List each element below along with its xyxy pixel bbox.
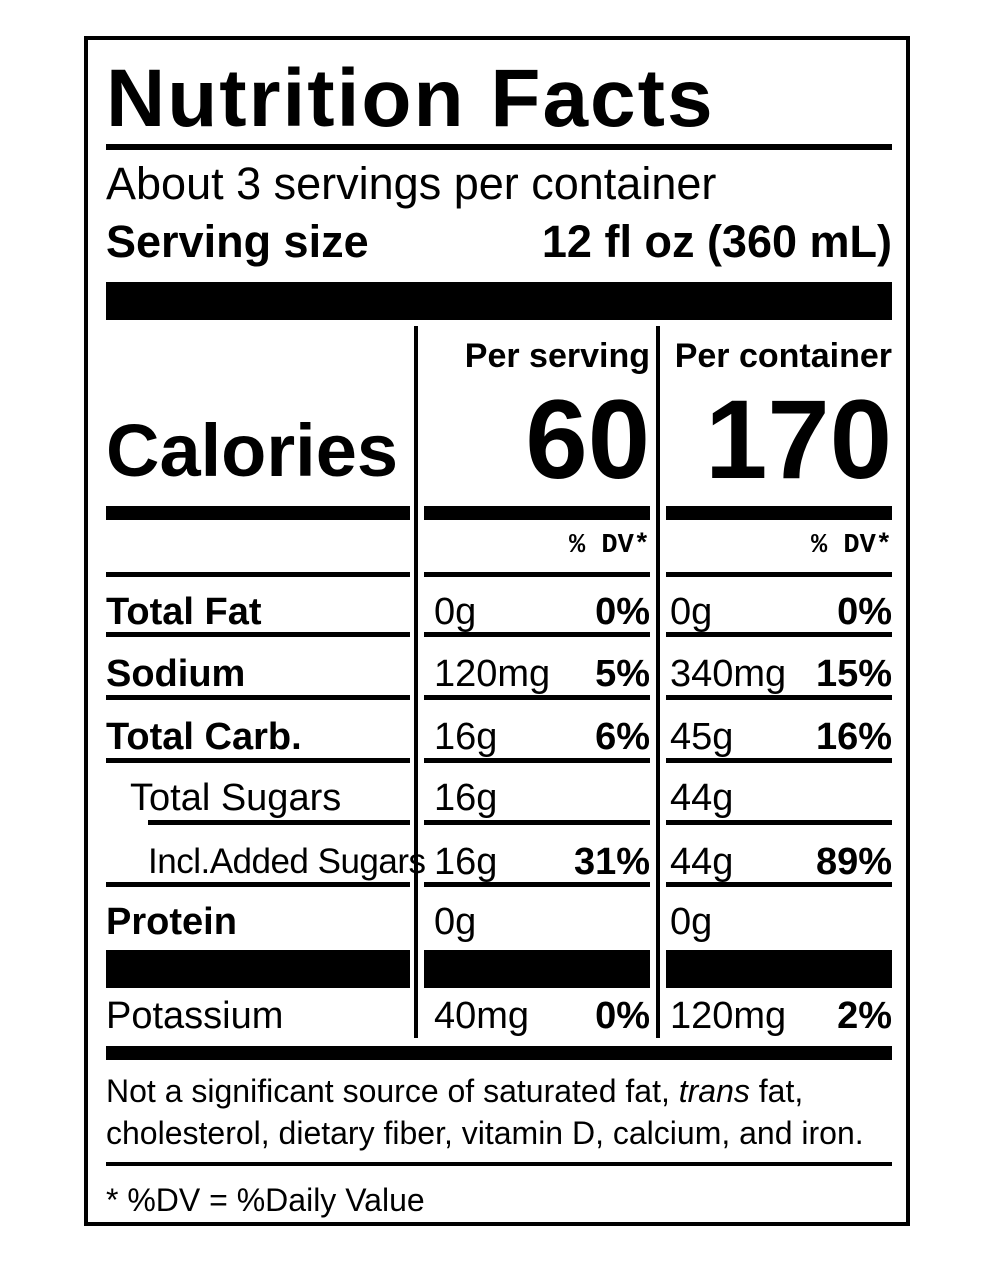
dv-header-serving: % DV* <box>568 531 650 561</box>
thick-divider-vitamins <box>424 950 650 988</box>
total-carb-serving-amount: 16g <box>434 716 498 758</box>
row-divider <box>666 572 892 577</box>
column-divider-2 <box>656 326 660 1038</box>
added-sugars-container-dv: 89% <box>815 841 892 883</box>
protein-serving-amount: 0g <box>434 901 477 943</box>
dv-header-container: % DV* <box>810 531 892 561</box>
potassium-serving-dv: 0% <box>595 995 650 1037</box>
sodium-container-dv: 15% <box>815 653 892 695</box>
row-divider <box>106 882 410 887</box>
total-carb-container-dv: 16% <box>815 716 892 758</box>
sodium-serving-dv: 5% <box>595 653 650 695</box>
row-divider <box>666 882 892 887</box>
row-divider <box>106 572 410 577</box>
row-divider <box>666 820 892 825</box>
nutrition-facts-panel <box>84 36 910 1226</box>
calories-label: Calories <box>106 409 399 492</box>
calories-divider <box>424 506 650 520</box>
protein-container-amount: 0g <box>670 901 713 943</box>
calories-divider <box>666 506 892 520</box>
row-divider <box>106 758 410 763</box>
added-sugars-serving-amount: 16g <box>434 841 498 883</box>
nutrient-label-protein: Protein <box>106 901 237 943</box>
row-divider <box>424 572 650 577</box>
calories-per-serving: 60 <box>525 377 650 502</box>
total-fat-container-dv: 0% <box>837 591 892 633</box>
calories-per-container: 170 <box>705 377 892 502</box>
per-container-header: Per container <box>674 337 892 375</box>
thick-divider-vitamins <box>106 950 410 988</box>
footnote-text-1: Not a significant source of saturated fa… <box>106 1073 679 1109</box>
row-divider <box>106 632 410 637</box>
row-divider <box>424 632 650 637</box>
row-divider <box>424 695 650 700</box>
nutrient-label-total-carb: Total Carb. <box>106 716 302 758</box>
footnote-text-2: fat, cholesterol, dietary fiber, vitamin… <box>106 1073 864 1151</box>
thick-divider-top <box>106 282 892 320</box>
row-divider <box>148 820 410 825</box>
nutrient-label-total-sugars: Total Sugars <box>130 777 342 819</box>
potassium-container-amount: 120mg <box>670 995 787 1037</box>
footnote-trans: trans <box>678 1073 750 1109</box>
total-carb-serving-dv: 6% <box>595 716 650 758</box>
thick-divider-vitamins <box>666 950 892 988</box>
total-fat-serving-amount: 0g <box>434 591 477 633</box>
serving-size-value: 12 fl oz (360 mL) <box>541 216 892 267</box>
nutrient-label-potassium: Potassium <box>106 995 284 1037</box>
potassium-serving-amount: 40mg <box>434 995 530 1037</box>
row-divider <box>666 758 892 763</box>
added-sugars-serving-dv: 31% <box>573 841 650 883</box>
row-divider <box>666 632 892 637</box>
added-sugars-container-amount: 44g <box>670 841 734 883</box>
title-divider <box>106 144 892 150</box>
servings-per-container: About 3 servings per container <box>106 158 717 209</box>
total-sugars-container-amount: 44g <box>670 777 734 819</box>
row-divider <box>424 758 650 763</box>
nutrient-label-sodium: Sodium <box>106 653 246 695</box>
row-divider <box>666 695 892 700</box>
sodium-serving-amount: 120mg <box>434 653 551 695</box>
thick-divider-bottom <box>106 1046 892 1060</box>
sodium-container-amount: 340mg <box>670 653 787 695</box>
dv-footnote: * %DV = %Daily Value <box>106 1182 425 1218</box>
per-serving-header: Per serving <box>464 337 650 375</box>
total-fat-container-amount: 0g <box>670 591 713 633</box>
total-fat-serving-dv: 0% <box>595 591 650 633</box>
column-divider-1 <box>414 326 418 1038</box>
row-divider <box>106 695 410 700</box>
total-carb-container-amount: 45g <box>670 716 734 758</box>
footnote-divider <box>106 1162 892 1166</box>
row-divider <box>424 882 650 887</box>
nutrient-label-total-fat: Total Fat <box>106 591 262 633</box>
calories-divider <box>106 506 410 520</box>
nutrient-label-added-sugars: Incl.Added Sugars <box>148 842 426 881</box>
row-divider <box>424 820 650 825</box>
page-title: Nutrition Facts <box>106 53 715 144</box>
serving-size-label: Serving size <box>106 216 369 267</box>
potassium-container-dv: 2% <box>837 995 892 1037</box>
total-sugars-serving-amount: 16g <box>434 777 498 819</box>
footnote: Not a significant source of saturated fa… <box>106 1070 906 1154</box>
